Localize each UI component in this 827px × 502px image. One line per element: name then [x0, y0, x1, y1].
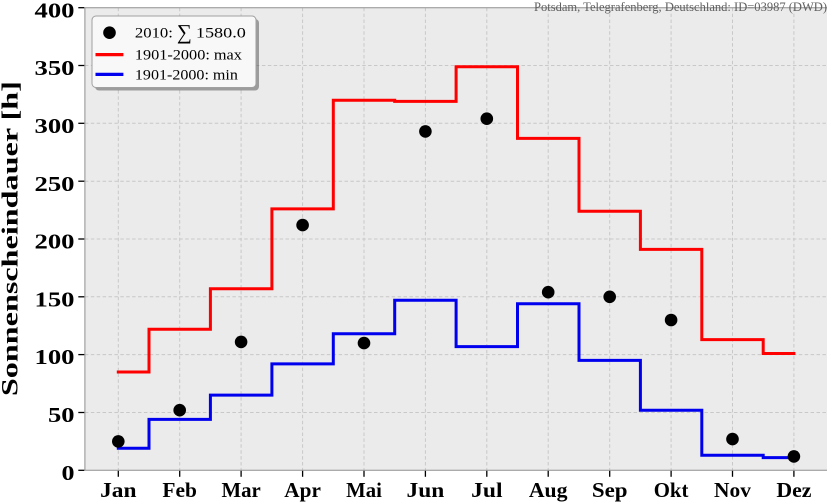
svg-text:Okt: Okt [654, 478, 689, 502]
svg-text:Sep: Sep [592, 478, 628, 502]
svg-text:Aug: Aug [529, 478, 568, 502]
svg-text:Jul: Jul [471, 478, 503, 502]
svg-text:350: 350 [35, 56, 75, 80]
svg-text:50: 50 [48, 403, 75, 427]
svg-text:Sonnenscheindauer [h]: Sonnenscheindauer [h] [0, 81, 24, 396]
svg-text:Nov: Nov [714, 478, 751, 502]
svg-text:1901-2000: max: 1901-2000: max [135, 48, 243, 64]
svg-text:Mai: Mai [346, 478, 382, 502]
svg-text:Jan: Jan [100, 478, 137, 502]
svg-text:0: 0 [62, 461, 75, 485]
svg-text:2010:∑1580.0: 2010: ∑ 1580.0 [135, 20, 246, 44]
svg-text:1901-2000: min: 1901-2000: min [135, 67, 239, 83]
svg-text:Feb: Feb [162, 478, 197, 502]
svg-text:200: 200 [35, 230, 75, 254]
svg-text:150: 150 [35, 287, 75, 311]
svg-text:Mar: Mar [221, 478, 260, 502]
svg-text:Potsdam, Telegrafenberg, Deuts: Potsdam, Telegrafenberg, Deutschland: ID… [534, 0, 827, 14]
svg-text:100: 100 [35, 345, 75, 369]
svg-text:Jun: Jun [407, 478, 445, 502]
svg-text:250: 250 [35, 172, 75, 196]
svg-text:400: 400 [35, 0, 75, 22]
svg-text:Dez: Dez [776, 478, 811, 502]
svg-text:300: 300 [35, 114, 75, 138]
svg-text:Apr: Apr [284, 478, 321, 502]
